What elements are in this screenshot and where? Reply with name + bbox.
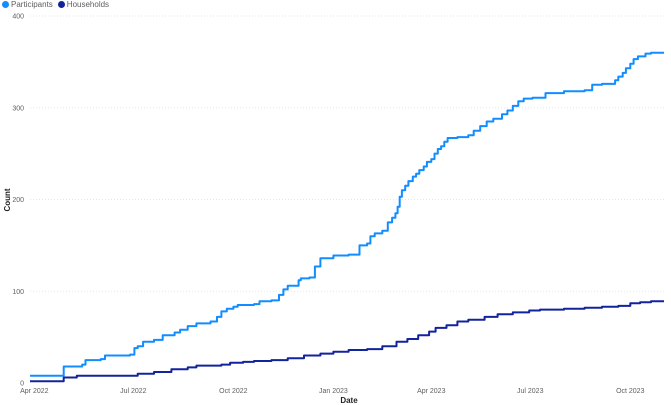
- series-lines: [30, 51, 664, 383]
- y-tick-label: 300: [12, 105, 24, 112]
- gridlines: [30, 15, 664, 292]
- legend-item-households[interactable]: Households: [57, 0, 110, 9]
- legend-marker-participants: [2, 1, 9, 8]
- legend-label-participants: Participants: [11, 0, 53, 9]
- legend-label-households: Households: [66, 0, 110, 9]
- legend: Participants Households: [2, 0, 114, 9]
- y-axis-title: Count: [3, 188, 12, 211]
- y-tick-label: 0: [20, 381, 24, 388]
- series-line-participants[interactable]: [30, 51, 664, 377]
- x-tick-label: Apr 2022: [20, 388, 49, 395]
- x-tick-label: Jul 2022: [120, 388, 147, 395]
- y-axis-ticks: 0 100 200 300 400: [12, 14, 24, 388]
- x-tick-label: Jul 2023: [517, 388, 544, 395]
- y-tick-label: 200: [12, 197, 24, 204]
- y-tick-label: 400: [12, 14, 24, 21]
- legend-item-participants[interactable]: Participants: [2, 0, 53, 9]
- legend-marker-households: [57, 1, 65, 8]
- x-axis-ticks: Apr 2022 Jul 2022 Oct 2022 Jan 2023 Apr 2023…: [20, 388, 644, 395]
- x-tick-label: Jan 2023: [319, 388, 348, 395]
- x-axis-title: Date: [340, 396, 358, 405]
- series-line-households[interactable]: [30, 300, 664, 383]
- y-tick-label: 100: [12, 289, 24, 296]
- x-tick-label: Oct 2022: [219, 388, 248, 395]
- x-tick-label: Oct 2023: [616, 388, 645, 395]
- x-tick-label: Apr 2023: [417, 388, 446, 395]
